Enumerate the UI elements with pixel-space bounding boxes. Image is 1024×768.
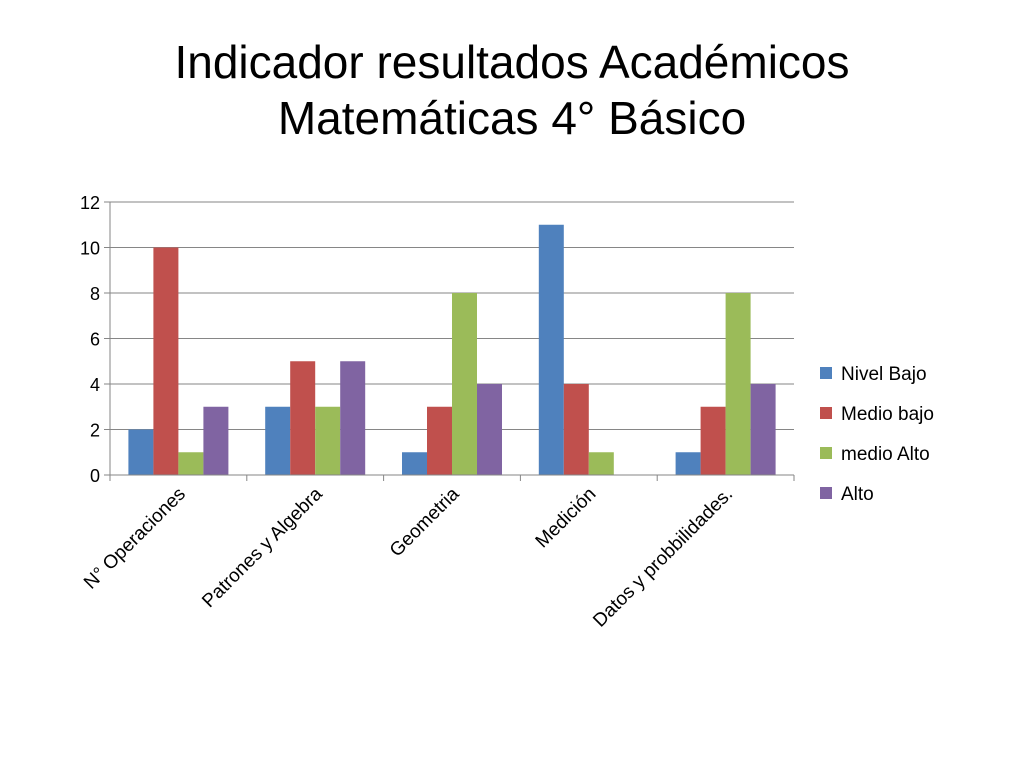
bar: [750, 384, 776, 475]
bar: [128, 429, 154, 475]
legend-label: medio Alto: [841, 444, 930, 465]
y-tick-label: 6: [90, 330, 100, 350]
legend: Nivel Bajo Medio bajo medio Alto Alto: [820, 364, 934, 505]
x-tick-labels: N° Operaciones Patrones y Algebra Geometri…: [80, 483, 737, 631]
bar: [402, 452, 427, 475]
bar: [538, 224, 564, 475]
legend-swatch: [820, 367, 832, 379]
y-tick-label: 12: [80, 193, 100, 213]
y-tick-labels: 0 2 4 6 8 10 12: [80, 193, 100, 486]
x-tick-label: N° Operaciones: [80, 484, 190, 594]
legend-label: Alto: [841, 484, 874, 505]
y-tick-label: 8: [90, 284, 100, 304]
bar: [178, 452, 204, 475]
bar: [203, 406, 229, 475]
bar: [290, 361, 316, 475]
bar: [588, 452, 614, 475]
bar: [153, 247, 179, 475]
y-tick-label: 0: [90, 466, 100, 486]
axes: [104, 201, 795, 481]
legend-swatch: [820, 407, 832, 419]
bar: [675, 452, 701, 475]
legend-swatch: [820, 447, 832, 459]
x-tick-label: Medición: [532, 484, 601, 553]
bar: [452, 293, 477, 475]
bar: [265, 406, 291, 475]
title-line-1: Indicador resultados Académicos: [174, 36, 850, 88]
y-tick-label: 2: [90, 421, 100, 441]
x-tick-label: Datos y probbilidades.: [589, 484, 737, 632]
title-line-2: Matemáticas 4° Básico: [277, 92, 747, 144]
bar: [477, 384, 502, 475]
bar: [315, 406, 341, 475]
legend-label: Medio bajo: [841, 404, 934, 425]
bar: [340, 361, 366, 475]
bar: [700, 406, 726, 475]
y-tick-label: 10: [80, 239, 100, 259]
bar: [563, 384, 589, 475]
bars: [128, 224, 776, 475]
legend-label: Nivel Bajo: [841, 364, 927, 385]
legend-swatch: [820, 487, 832, 499]
y-tick-label: 4: [90, 375, 100, 395]
slide-title: Indicador resultados Académicos Matemáti…: [0, 34, 1024, 146]
bar: [427, 406, 452, 475]
x-tick-label: Patrones y Algebra: [198, 483, 327, 612]
bar: [725, 293, 751, 475]
x-tick-label: Geometria: [386, 483, 464, 561]
